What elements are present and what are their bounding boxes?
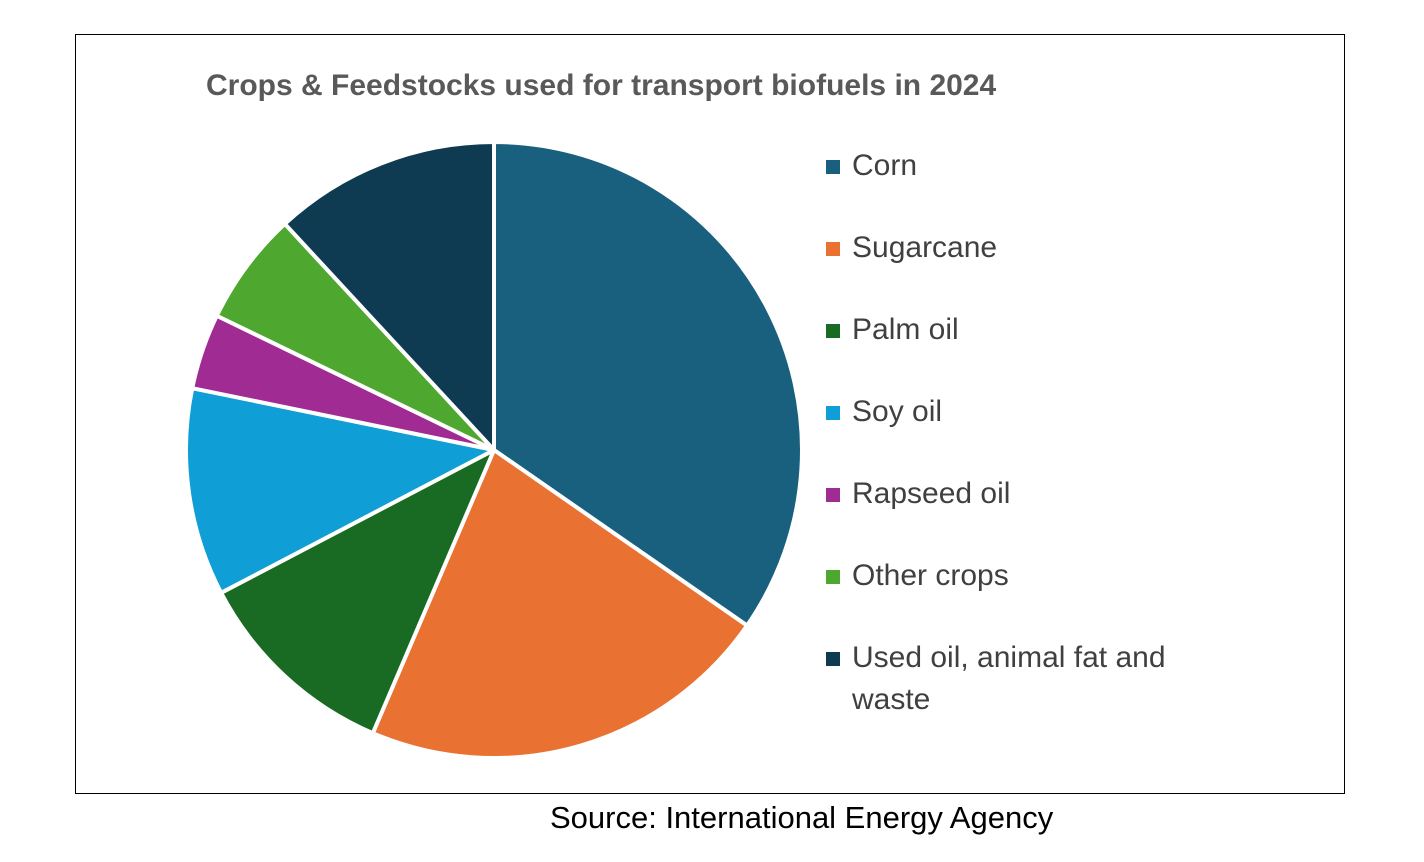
legend-swatch xyxy=(826,324,840,338)
legend-swatch xyxy=(826,652,840,666)
legend-label: Palm oil xyxy=(852,313,959,346)
legend: Corn Sugarcane Palm oil Soy oil Rapseed oil O… xyxy=(826,145,1246,719)
legend-swatch xyxy=(826,242,840,256)
legend-swatch xyxy=(826,570,840,584)
legend-item-sugarcane: Sugarcane xyxy=(826,227,1246,309)
pie-slice-used-oil-animal-fat-and-waste xyxy=(282,140,496,452)
legend-swatch xyxy=(826,160,840,174)
pie-slice-sugarcane xyxy=(370,448,750,760)
legend-label: Soy oil xyxy=(852,395,943,428)
legend-label: Other crops xyxy=(852,559,1009,592)
legend-item-rapseed-oil: Rapseed oil xyxy=(826,473,1246,555)
legend-label: Used oil, animal fat and waste xyxy=(852,641,1166,716)
pie-slice-corn xyxy=(492,140,804,628)
legend-swatch xyxy=(826,488,840,502)
legend-item-palm-oil: Palm oil xyxy=(826,309,1246,391)
pie-slice-soy-oil xyxy=(184,386,496,595)
legend-item-other-crops: Other crops xyxy=(826,555,1246,637)
chart-title: Crops & Feedstocks used for transport bi… xyxy=(206,69,997,102)
source-note: Source: International Energy Agency xyxy=(550,800,1054,835)
legend-item-corn: Corn xyxy=(826,145,1246,227)
legend-item-soy-oil: Soy oil xyxy=(826,391,1246,473)
legend-label: Rapseed oil xyxy=(852,477,1011,510)
legend-item-used-oil-animal-fat-and-waste: Used oil, animal fat and waste xyxy=(826,637,1246,719)
pie-slice-palm-oil xyxy=(219,448,496,736)
legend-swatch xyxy=(826,406,840,420)
legend-label: Corn xyxy=(852,149,918,182)
legend-label: Sugarcane xyxy=(852,231,998,264)
